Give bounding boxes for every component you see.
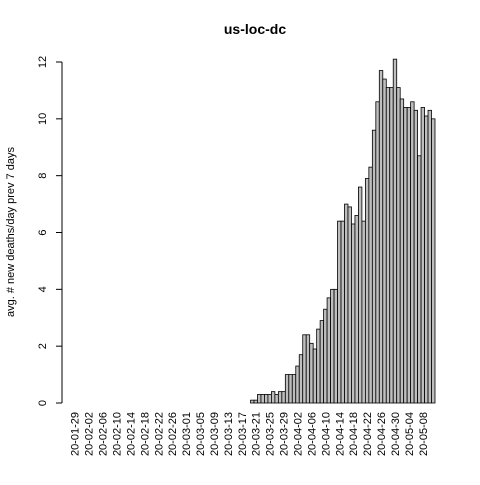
x-tick-label: 20-03-17 [237,412,249,456]
bar [361,220,366,404]
bar [295,365,300,404]
x-tick-label: 20-04-30 [390,412,402,456]
x-tick-label: 20-02-22 [153,412,165,456]
bar [302,334,307,404]
bar [344,203,349,404]
bar [382,78,387,404]
bar [288,374,293,404]
bar [257,394,262,404]
bar [298,354,304,404]
bar [253,399,258,404]
bar [337,220,342,404]
bar [319,320,325,404]
y-tick-label: 12 [37,56,49,68]
x-tick-label: 20-02-06 [98,412,110,456]
bar [340,220,345,404]
x-tick-label: 20-01-29 [70,412,82,456]
bar [354,215,359,404]
x-tick-label: 20-05-08 [418,412,430,456]
bar [291,374,297,404]
y-axis-label: avg. # new deaths/day prev 7 days [5,147,17,317]
bar [250,399,255,404]
bar [396,87,401,404]
bar [309,342,314,404]
bar [351,223,356,404]
bar [330,288,335,404]
bar [385,87,391,404]
bar [392,58,398,404]
x-tick-label: 20-04-10 [320,412,332,456]
x-tick-label: 20-02-26 [167,412,179,456]
bar [333,288,338,404]
bar [420,107,425,404]
bar [271,391,276,404]
bar [417,155,422,404]
bar [347,206,352,404]
bar [274,394,279,404]
bar [323,308,328,404]
x-tick-label: 20-04-22 [362,412,374,456]
x-tick-label: 20-03-21 [251,412,263,456]
bar [267,394,272,404]
bar [260,394,265,404]
bar [281,391,286,404]
y-tick-label: 4 [37,286,49,292]
x-tick-label: 20-04-02 [293,412,305,456]
bar [358,186,363,404]
x-tick-label: 20-03-09 [209,412,221,456]
bar [406,107,412,404]
bar [368,166,373,404]
x-tick-label: 20-02-14 [125,412,137,456]
bar [375,101,380,404]
bar [378,70,384,404]
bar [413,109,418,404]
bar [410,101,415,404]
x-tick-label: 20-02-10 [112,412,124,456]
bar [399,98,405,404]
bar [389,87,394,404]
bar [312,348,318,404]
y-tick-label: 0 [37,400,49,406]
y-tick-label: 10 [37,113,49,125]
bar [316,328,321,404]
x-tick-label: 20-04-18 [348,412,360,456]
x-tick-label: 20-04-26 [376,412,388,456]
bar [326,297,331,404]
x-tick-label: 20-02-02 [84,412,96,456]
chart-title: us-loc-dc [224,21,286,37]
y-tick-label: 2 [37,343,49,349]
bar [424,115,429,404]
bar [364,178,370,404]
bar [431,118,436,404]
bar [284,374,290,404]
x-tick-label: 20-03-25 [265,412,277,456]
x-tick-label: 20-04-06 [306,412,318,456]
x-tick-label: 20-03-05 [195,412,207,456]
y-tick-label: 6 [37,229,49,235]
bar [403,107,408,404]
bar [264,394,269,404]
x-tick-label: 20-04-14 [334,412,346,456]
x-tick-label: 20-03-29 [279,412,291,456]
bar [427,109,432,404]
x-tick-label: 20-05-04 [404,412,416,456]
bar [305,334,311,404]
bar [371,129,377,404]
bar [277,391,283,404]
x-tick-label: 20-03-13 [223,412,235,456]
y-tick-label: 8 [37,173,49,179]
x-tick-label: 20-02-18 [139,412,151,456]
x-tick-label: 20-03-01 [181,412,193,456]
